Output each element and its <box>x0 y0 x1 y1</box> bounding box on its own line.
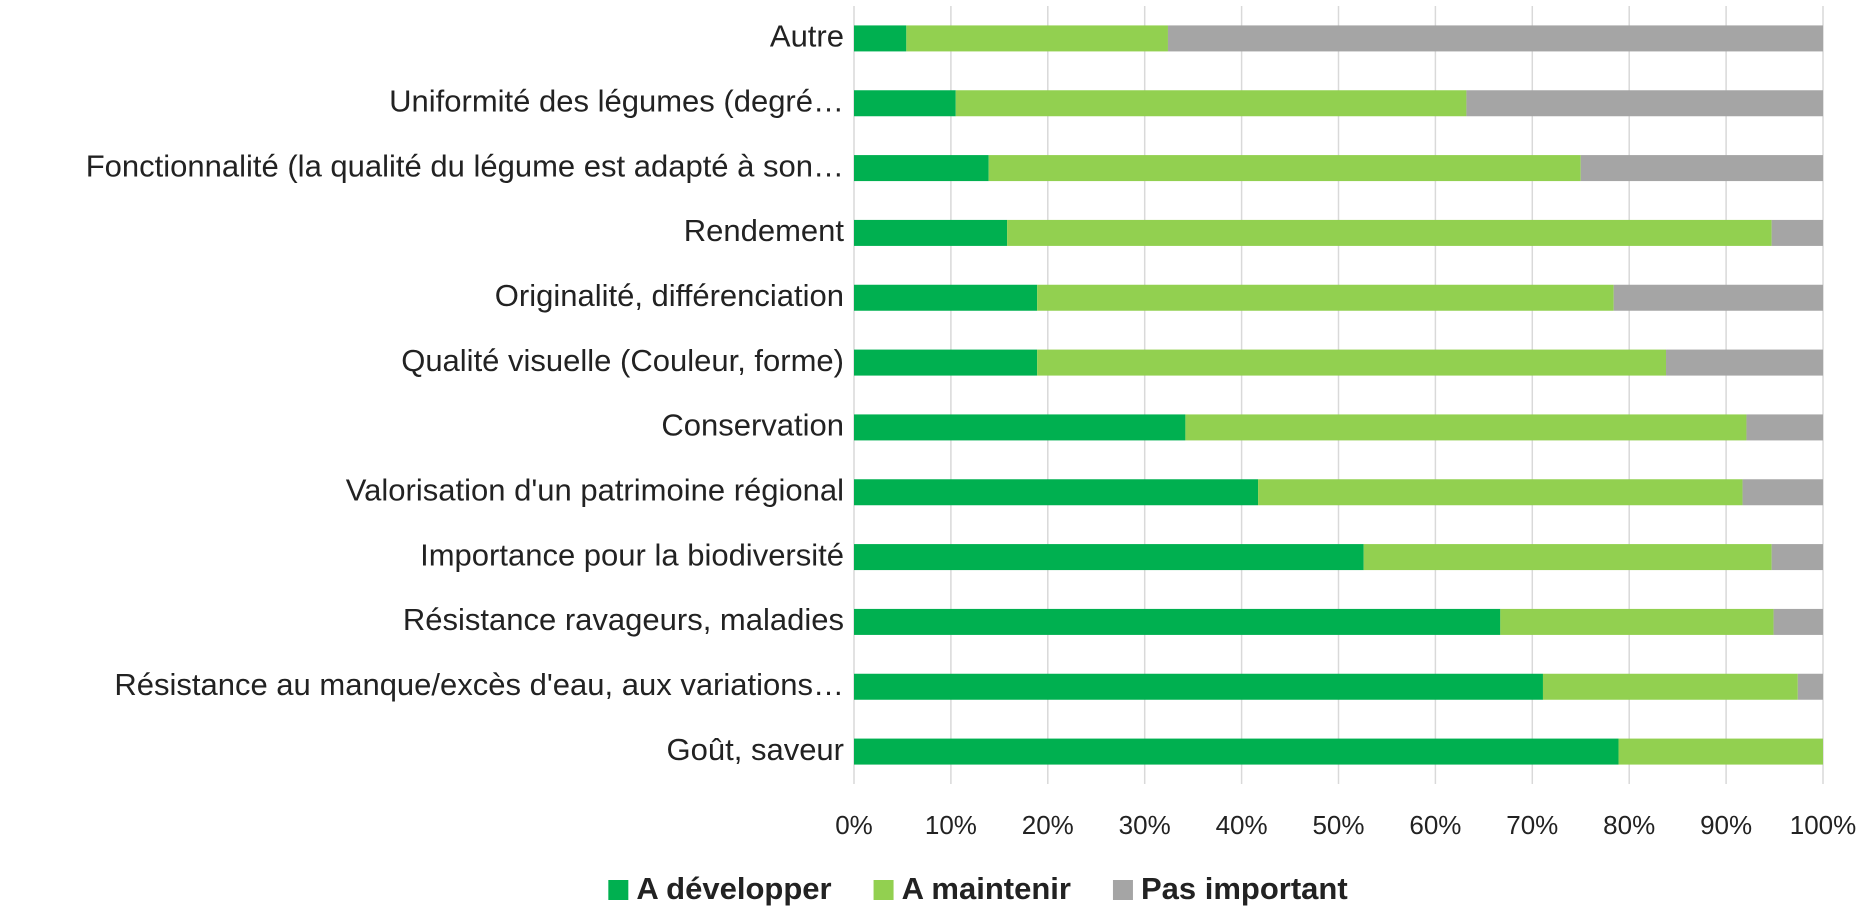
bar-segment <box>1773 608 1823 635</box>
x-tick-label: 0% <box>835 810 873 840</box>
bar-segment <box>1618 738 1823 765</box>
legend-swatch <box>873 880 894 900</box>
bar-segment <box>1037 349 1667 376</box>
bar-segment <box>988 155 1581 182</box>
x-tick-label: 60% <box>1409 810 1461 840</box>
bar-segment <box>854 738 1619 765</box>
bar-segment <box>854 608 1501 635</box>
legend: A développer A maintenir Pas important <box>608 871 1348 906</box>
x-tick-label: 50% <box>1312 810 1364 840</box>
x-tick-label: 80% <box>1603 810 1655 840</box>
y-tick-label: Résistance ravageurs, maladies <box>403 602 844 637</box>
bar-segment <box>1007 219 1772 246</box>
y-tick-label: Rendement <box>684 213 845 248</box>
x-tick-label: 10% <box>925 810 977 840</box>
x-tick-label: 100% <box>1790 810 1857 840</box>
bar-segment <box>1363 544 1772 571</box>
x-tick-label: 20% <box>1022 810 1074 840</box>
bar-segment <box>906 25 1168 52</box>
y-tick-label: Résistance au manque/excès d'eau, aux va… <box>114 667 844 702</box>
y-tick-label: Importance pour la biodiversité <box>420 537 844 572</box>
bar-segment <box>854 544 1364 571</box>
bar-segment <box>1742 479 1823 506</box>
legend-label: A développer <box>636 871 831 906</box>
y-tick-label: Autre <box>770 19 844 54</box>
bar-segment <box>854 219 1008 246</box>
bar-segment <box>854 479 1259 506</box>
bar-segment <box>1771 544 1823 571</box>
x-tick-label: 30% <box>1119 810 1171 840</box>
legend-swatch <box>1112 880 1133 900</box>
bar-segment <box>1746 414 1823 441</box>
bar-segment <box>1500 608 1774 635</box>
y-tick-label: Conservation <box>661 408 844 443</box>
bar-segment <box>1613 284 1823 311</box>
bar-segment <box>1580 155 1823 182</box>
bar-segment <box>1466 90 1823 117</box>
y-tick-label: Uniformité des légumes (degré… <box>389 83 844 118</box>
bar-segment <box>1167 25 1823 52</box>
bar-segment <box>1037 284 1614 311</box>
x-tick-label: 70% <box>1506 810 1558 840</box>
y-tick-label: Valorisation d'un patrimoine régional <box>346 472 844 507</box>
bar-segment <box>854 90 956 117</box>
y-tick-label: Goût, saveur <box>667 732 844 767</box>
x-tick-label: 90% <box>1700 810 1752 840</box>
bar-segment <box>1771 219 1823 246</box>
legend-swatch <box>608 880 629 900</box>
bar-segment <box>955 90 1467 117</box>
bar-segment <box>1542 673 1798 700</box>
y-tick-label: Originalité, différenciation <box>495 278 844 313</box>
y-tick-label: Fonctionnalité (la qualité du légume est… <box>86 148 844 183</box>
bar-segment <box>1258 479 1743 506</box>
legend-label: A maintenir <box>902 871 1071 906</box>
bar-segment <box>854 25 907 52</box>
bar-segment <box>854 284 1038 311</box>
bar-segment <box>854 673 1543 700</box>
bar-segment <box>1666 349 1823 376</box>
bar-segment <box>1185 414 1747 441</box>
x-tick-label: 40% <box>1216 810 1268 840</box>
legend-label: Pas important <box>1141 871 1348 906</box>
bar-segment <box>854 349 1038 376</box>
bar-segment <box>854 414 1186 441</box>
bar-segment <box>1797 673 1823 700</box>
bar-segment <box>854 155 989 182</box>
y-tick-label: Qualité visuelle (Couleur, forme) <box>401 343 844 378</box>
